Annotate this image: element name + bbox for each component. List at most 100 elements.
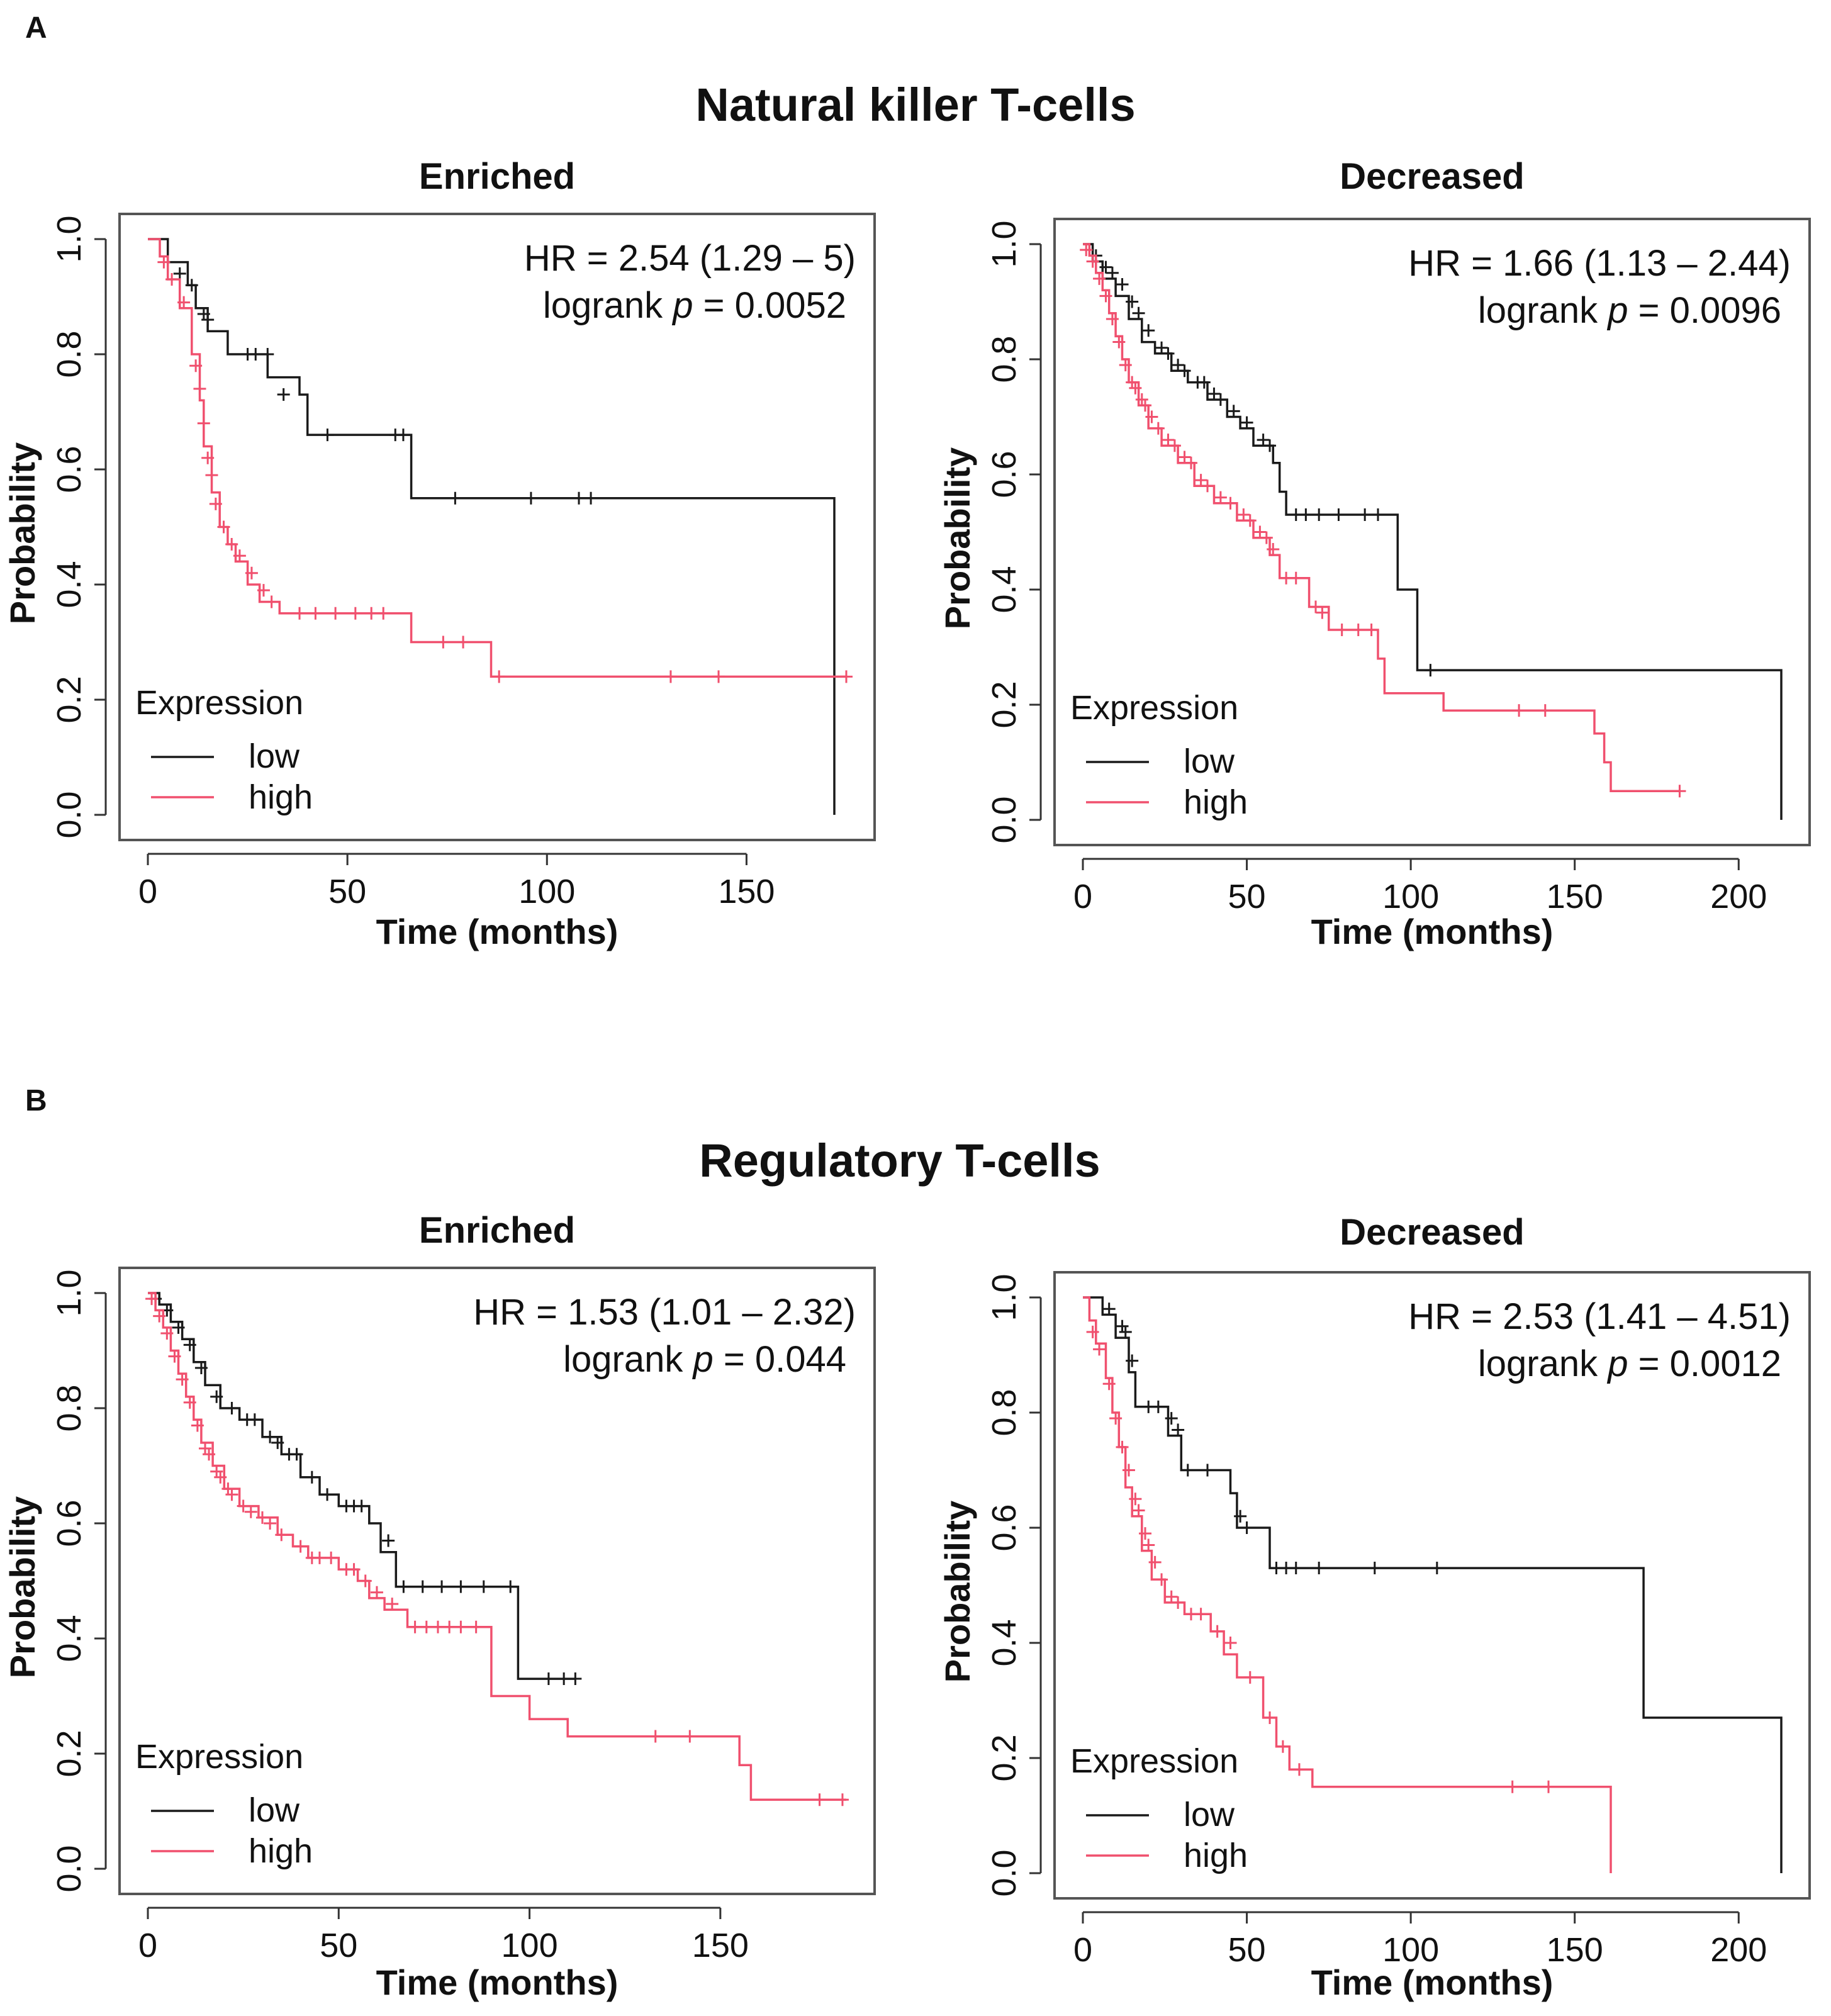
censor-mark-high — [189, 359, 203, 372]
censor-mark-low — [201, 313, 215, 327]
censor-mark-high — [225, 1488, 238, 1501]
censor-mark-high — [437, 636, 450, 649]
censor-mark-high — [813, 1793, 826, 1806]
logrank-label: logrank — [563, 1339, 693, 1380]
censor-mark-high — [245, 566, 258, 580]
hr-annotation: HR = 1.66 (1.13 – 2.44) — [1408, 243, 1791, 284]
censor-mark-high — [265, 595, 278, 608]
censor-mark-low — [1116, 278, 1129, 291]
censor-mark-high — [408, 1620, 422, 1633]
censor-mark-high — [325, 1551, 338, 1564]
censor-mark-high — [1253, 525, 1267, 539]
logrank-annotation: logrank p = 0.044 — [563, 1339, 846, 1380]
censor-mark-high — [365, 607, 378, 620]
censor-mark-high — [157, 255, 171, 269]
censor-mark-high — [145, 1292, 159, 1306]
censor-mark-high — [1106, 312, 1119, 325]
km-plot: Decreased 0 50 100 150 200 Time (months) 0.0 0.2… — [938, 1212, 1811, 2002]
km-plot: Enriched 0 50 100 150 Time (months) 0.0 0.2 0.4 0… — [3, 156, 876, 951]
censor-mark-low — [1214, 393, 1227, 406]
legend-label-low: low — [1184, 742, 1235, 780]
censor-mark-low — [1289, 1562, 1302, 1575]
censor-mark-high — [493, 670, 506, 683]
hr-annotation: HR = 2.54 (1.29 – 5) — [524, 238, 856, 279]
x-tick-label: 0 — [1073, 1931, 1092, 1969]
censor-mark-high — [1129, 381, 1142, 395]
censor-mark-low — [396, 428, 410, 442]
legend-title: Expression — [1070, 1742, 1238, 1780]
logrank-label: logrank — [1478, 290, 1608, 331]
censor-mark-high — [386, 1598, 399, 1611]
censor-mark-low — [1234, 1509, 1247, 1523]
censor-mark-low — [305, 1470, 318, 1484]
censor-mark-high — [191, 1419, 204, 1432]
censor-mark-high — [1102, 1377, 1116, 1391]
p-value: = 0.0052 — [693, 285, 847, 326]
x-tick-label: 200 — [1710, 1931, 1767, 1969]
y-tick-label: 0.6 — [50, 1499, 88, 1547]
censor-mark-low — [1099, 260, 1112, 274]
y-tick-label: 0.8 — [985, 335, 1023, 383]
censor-mark-low — [1178, 364, 1191, 378]
censor-mark-low — [1181, 1464, 1194, 1477]
censor-mark-low — [435, 1580, 449, 1593]
x-tick-label: 150 — [1547, 1931, 1603, 1969]
censor-mark-high — [1116, 1440, 1129, 1453]
legend-label-high: high — [249, 778, 313, 816]
censor-mark-high — [214, 1470, 227, 1484]
censor-mark-low — [1142, 324, 1155, 337]
censor-mark-high — [1165, 1590, 1178, 1603]
censor-mark-high — [347, 1563, 361, 1576]
km-plot: Decreased 0 50 100 150 200 Time (months) 0.0 0.2… — [938, 156, 1811, 951]
y-tick-label: 1.0 — [50, 1269, 88, 1316]
censor-mark-high — [1260, 531, 1273, 544]
censor-mark-high — [1135, 393, 1148, 406]
y-tick-label: 0.4 — [50, 1615, 88, 1662]
x-tick-label: 50 — [1228, 1931, 1266, 1969]
x-tick-label: 100 — [518, 873, 575, 910]
censor-mark-low — [290, 1448, 303, 1461]
plot-subtitle: Enriched — [419, 1210, 575, 1251]
plot-frame — [118, 1267, 876, 1895]
censor-mark-high — [1086, 255, 1099, 268]
censor-mark-high — [233, 549, 246, 563]
legend-title: Expression — [135, 684, 303, 722]
censor-mark-high — [294, 1540, 307, 1553]
censor-mark-high — [1289, 571, 1302, 585]
censor-mark-low — [585, 491, 598, 505]
censor-mark-high — [1292, 1763, 1306, 1776]
censor-mark-high — [1139, 399, 1152, 412]
censor-mark-high — [370, 1586, 383, 1599]
censor-mark-high — [1109, 1412, 1123, 1425]
panel-letter-b: B — [25, 1084, 47, 1117]
survival-curve-low — [1083, 1296, 1783, 1873]
censor-mark-high — [1148, 1555, 1162, 1569]
censor-mark-low — [1172, 359, 1185, 372]
legend-label-low: low — [1184, 1796, 1235, 1834]
censor-mark-low — [382, 1534, 395, 1547]
censor-mark-low — [1201, 1464, 1214, 1477]
censor-mark-low — [1358, 508, 1372, 522]
censor-mark-low — [261, 348, 274, 361]
censor-mark-low — [1257, 434, 1270, 447]
y-tick-label: 0.2 — [985, 1734, 1023, 1781]
p-value: = 0.0096 — [1628, 290, 1782, 331]
censor-mark-low — [477, 1580, 490, 1593]
censor-mark-high — [1112, 335, 1126, 349]
censor-mark-low — [1372, 508, 1385, 522]
censor-mark-high — [377, 607, 390, 620]
legend-label-high: high — [1184, 783, 1248, 821]
y-tick-label: 0.2 — [50, 676, 88, 723]
censor-mark-low — [1162, 347, 1175, 360]
censor-mark-low — [1102, 1302, 1116, 1316]
x-axis-title: Time (months) — [1311, 912, 1554, 951]
censor-mark-high — [1119, 359, 1132, 372]
censor-mark-low — [194, 1361, 208, 1374]
censor-mark-low — [249, 348, 262, 361]
censor-mark-high — [176, 1373, 189, 1386]
censor-mark-low — [1227, 405, 1240, 418]
x-tick-label: 150 — [692, 1927, 749, 1964]
censor-mark-low — [1240, 1521, 1253, 1534]
censor-mark-low — [1424, 664, 1437, 677]
hr-annotation: HR = 1.53 (1.01 – 2.32) — [473, 1292, 856, 1333]
